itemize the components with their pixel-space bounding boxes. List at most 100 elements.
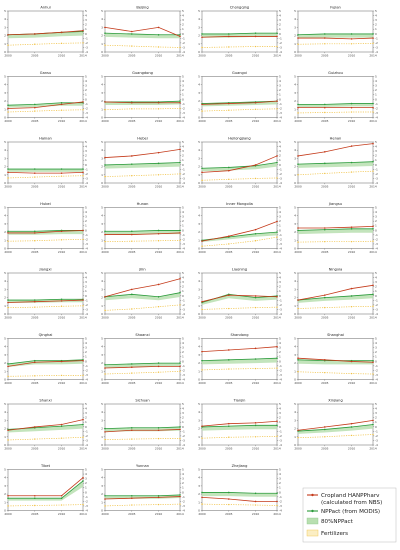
panel-gansu-fertilizers-line [7, 109, 84, 113]
panel-guizhou-title: Guizhou [328, 71, 343, 75]
panel-inner-mongolia-right-tick-label: 3 [279, 215, 281, 219]
panel-guizhou-right-tick-label: -2 [375, 106, 378, 110]
panel-beijing-x-tick-label: 2005 [128, 54, 136, 58]
panel-gansu-nppact-line [7, 102, 83, 106]
panel-hunan-left-tick-label: 5 [101, 206, 103, 210]
panel-liaoning-right-tick-label: 2 [279, 285, 281, 289]
panel-guizhou-x-tick-label: 2014 [369, 119, 377, 123]
panel-hubei-right-tick-label: 0 [85, 228, 87, 232]
panel-fujian-right-tick-label: -2 [375, 41, 378, 45]
panel-xinjiang-fertilizers-point [372, 433, 374, 436]
panel-jilin-left-tick-label: 0 [101, 312, 103, 316]
panel-shandong-right-tick-label: 1 [279, 355, 281, 359]
panel-henan-title: Henan [330, 137, 342, 141]
panel-shanxi-left-tick-label: 5 [4, 402, 6, 406]
panel-hubei-x-tick-label: 2000 [4, 250, 12, 254]
panel-inner-mongolia-right-tick-label: 5 [279, 206, 281, 210]
panel-beijing-title: Beijing [136, 6, 148, 10]
panel-inner-mongolia-left-tick-label: 1 [198, 238, 200, 242]
panel-anhui-left-tick-label: 2 [4, 34, 6, 38]
panel-shanxi-right-tick-label: -2 [85, 434, 88, 438]
panel-shanghai-hanppharv-point [350, 360, 353, 363]
panel-ningxia-fertilizers-point [372, 305, 374, 307]
panel-shanghai-left-tick-label: 4 [294, 345, 296, 349]
panel-shanghai-nppact-point [372, 359, 374, 362]
panel-henan-nppact-line [297, 161, 374, 165]
panel-shanghai-x-tick-label: 2010 [348, 381, 356, 385]
panel-anhui-x-tick-label: 2014 [79, 54, 87, 58]
panel-shandong-x-tick-label: 2014 [273, 381, 281, 385]
panel-jilin-fertilizers-point [104, 309, 106, 312]
panel-jiangsu-fertilizers-point [324, 240, 326, 243]
panel-hubei-fertilizers-point [34, 240, 36, 242]
panel-jilin-title: Jilin [138, 268, 145, 272]
panel-guizhou-left-tick-label: 5 [294, 75, 296, 79]
panel-guangxi-right-tick-label: 0 [279, 97, 281, 101]
panel-gansu-right-tick-label: -3 [85, 111, 88, 115]
panel-fujian-x-tick-label: 2000 [294, 54, 302, 58]
panel-heilongjiang-right-tick-label: 3 [279, 149, 281, 153]
panel-jiangxi-left-tick-label: 1 [4, 304, 6, 308]
panel-shandong-hanppharv-point [201, 350, 203, 353]
panel-guizhou-x-tick-label: 2000 [294, 119, 302, 123]
panel-shanxi-hanppharv-point [82, 418, 84, 421]
panel-guangdong-frame [104, 76, 181, 118]
panel-heilongjiang-fertilizers-point [276, 177, 278, 179]
panel-hubei-x-tick-label: 2005 [31, 250, 39, 254]
panel-anhui-x-tick-label: 2005 [31, 54, 39, 58]
panel-shanxi-fertilizers-point [82, 436, 84, 438]
panel-henan-fertilizers-point [372, 170, 374, 172]
panel-jiangxi-right-tick-label: 0 [85, 294, 87, 298]
panel-hunan-nppact-point [179, 229, 181, 232]
panel-tianjin-right-tick-label: 2 [279, 416, 281, 420]
panel-fujian-left-tick-label: 4 [294, 17, 296, 21]
panel-xinjiang-right-tick-label: 0 [375, 425, 377, 429]
panel-ningxia-hanppharv-point [323, 294, 326, 296]
panel-shanghai-hanppharv-point [323, 359, 326, 361]
panel-zhejiang-x-tick-label: 2014 [273, 512, 281, 516]
panel-shaanxi-right-tick-label: -4 [182, 378, 185, 382]
panel-ningxia-right-tick-label: 5 [375, 271, 377, 275]
panel-jiangsu-right-tick-label: 4 [375, 210, 377, 214]
panel-qinghai-nppact-line [7, 359, 84, 365]
panel-hubei-right-tick-label: 5 [85, 206, 87, 210]
panel-shanghai-right-tick-label: -3 [375, 373, 378, 377]
panel-tianjin-fertilizers-point [228, 436, 230, 438]
panel-tianjin-left-tick-label: 2 [198, 427, 200, 431]
panel-chongqing-right-tick-label: 2 [279, 23, 281, 27]
panel-guangxi-right-tick-label: 1 [279, 93, 281, 97]
panel-shaanxi-left-tick-label: 3 [101, 353, 103, 357]
panel-xinjiang-title: Xinjiang [328, 399, 343, 403]
panel-tibet-right-tick-label: 1 [85, 486, 87, 490]
panel-tibet-hanppharv-point [7, 494, 9, 497]
panel-tianjin-left-tick-label: 0 [198, 443, 200, 447]
panel-gansu-hanppharv-point [60, 103, 63, 106]
panel-jilin-right-tick-label: 3 [182, 280, 184, 284]
panel-xinjiang-hanppharv-line [297, 420, 374, 431]
panel-shaanxi-hanppharv-point [130, 366, 133, 369]
panel-jiangxi-hanppharv-point [82, 299, 84, 301]
panel-qinghai-x-tick-label: 2005 [31, 381, 39, 385]
panel-heilongjiang-left-tick-label: 3 [198, 156, 200, 160]
panel-henan-right-tick-label: 2 [375, 154, 377, 158]
panel-shaanxi-fertilizers-point [157, 371, 160, 373]
panel-guangdong-right-tick-label: 0 [182, 97, 184, 101]
panel-beijing-right-tick-label: 1 [182, 27, 184, 31]
panel-henan-fertilizers-point [350, 171, 353, 173]
panel-chongqing-left-tick-label: 4 [198, 17, 200, 21]
panel-tibet-right-tick-label: -4 [85, 509, 88, 513]
panel-hunan-hanppharv-point [130, 233, 133, 236]
panel-guangdong-hanppharv-line [104, 101, 180, 104]
panel-ningxia-fertilizers-point [350, 306, 353, 308]
panel-yunnan-x-tick-label: 2014 [176, 512, 184, 516]
panel-tianjin-right-tick-label: 3 [279, 411, 281, 415]
panel-beijing-x-tick-label: 2014 [176, 54, 184, 58]
panel-xinjiang-fertilizers-point [297, 437, 299, 439]
panel-jiangsu-right-tick-label: 3 [375, 215, 377, 219]
panel-jiangxi-right-tick-label: -1 [85, 298, 88, 302]
panel-hunan-nppact-point [104, 230, 106, 233]
panel-zhejiang-left-tick-label: 1 [198, 500, 200, 504]
panel-qinghai-right-tick-label: 1 [85, 355, 87, 359]
panel-jilin-left-tick-label: 5 [101, 271, 103, 275]
